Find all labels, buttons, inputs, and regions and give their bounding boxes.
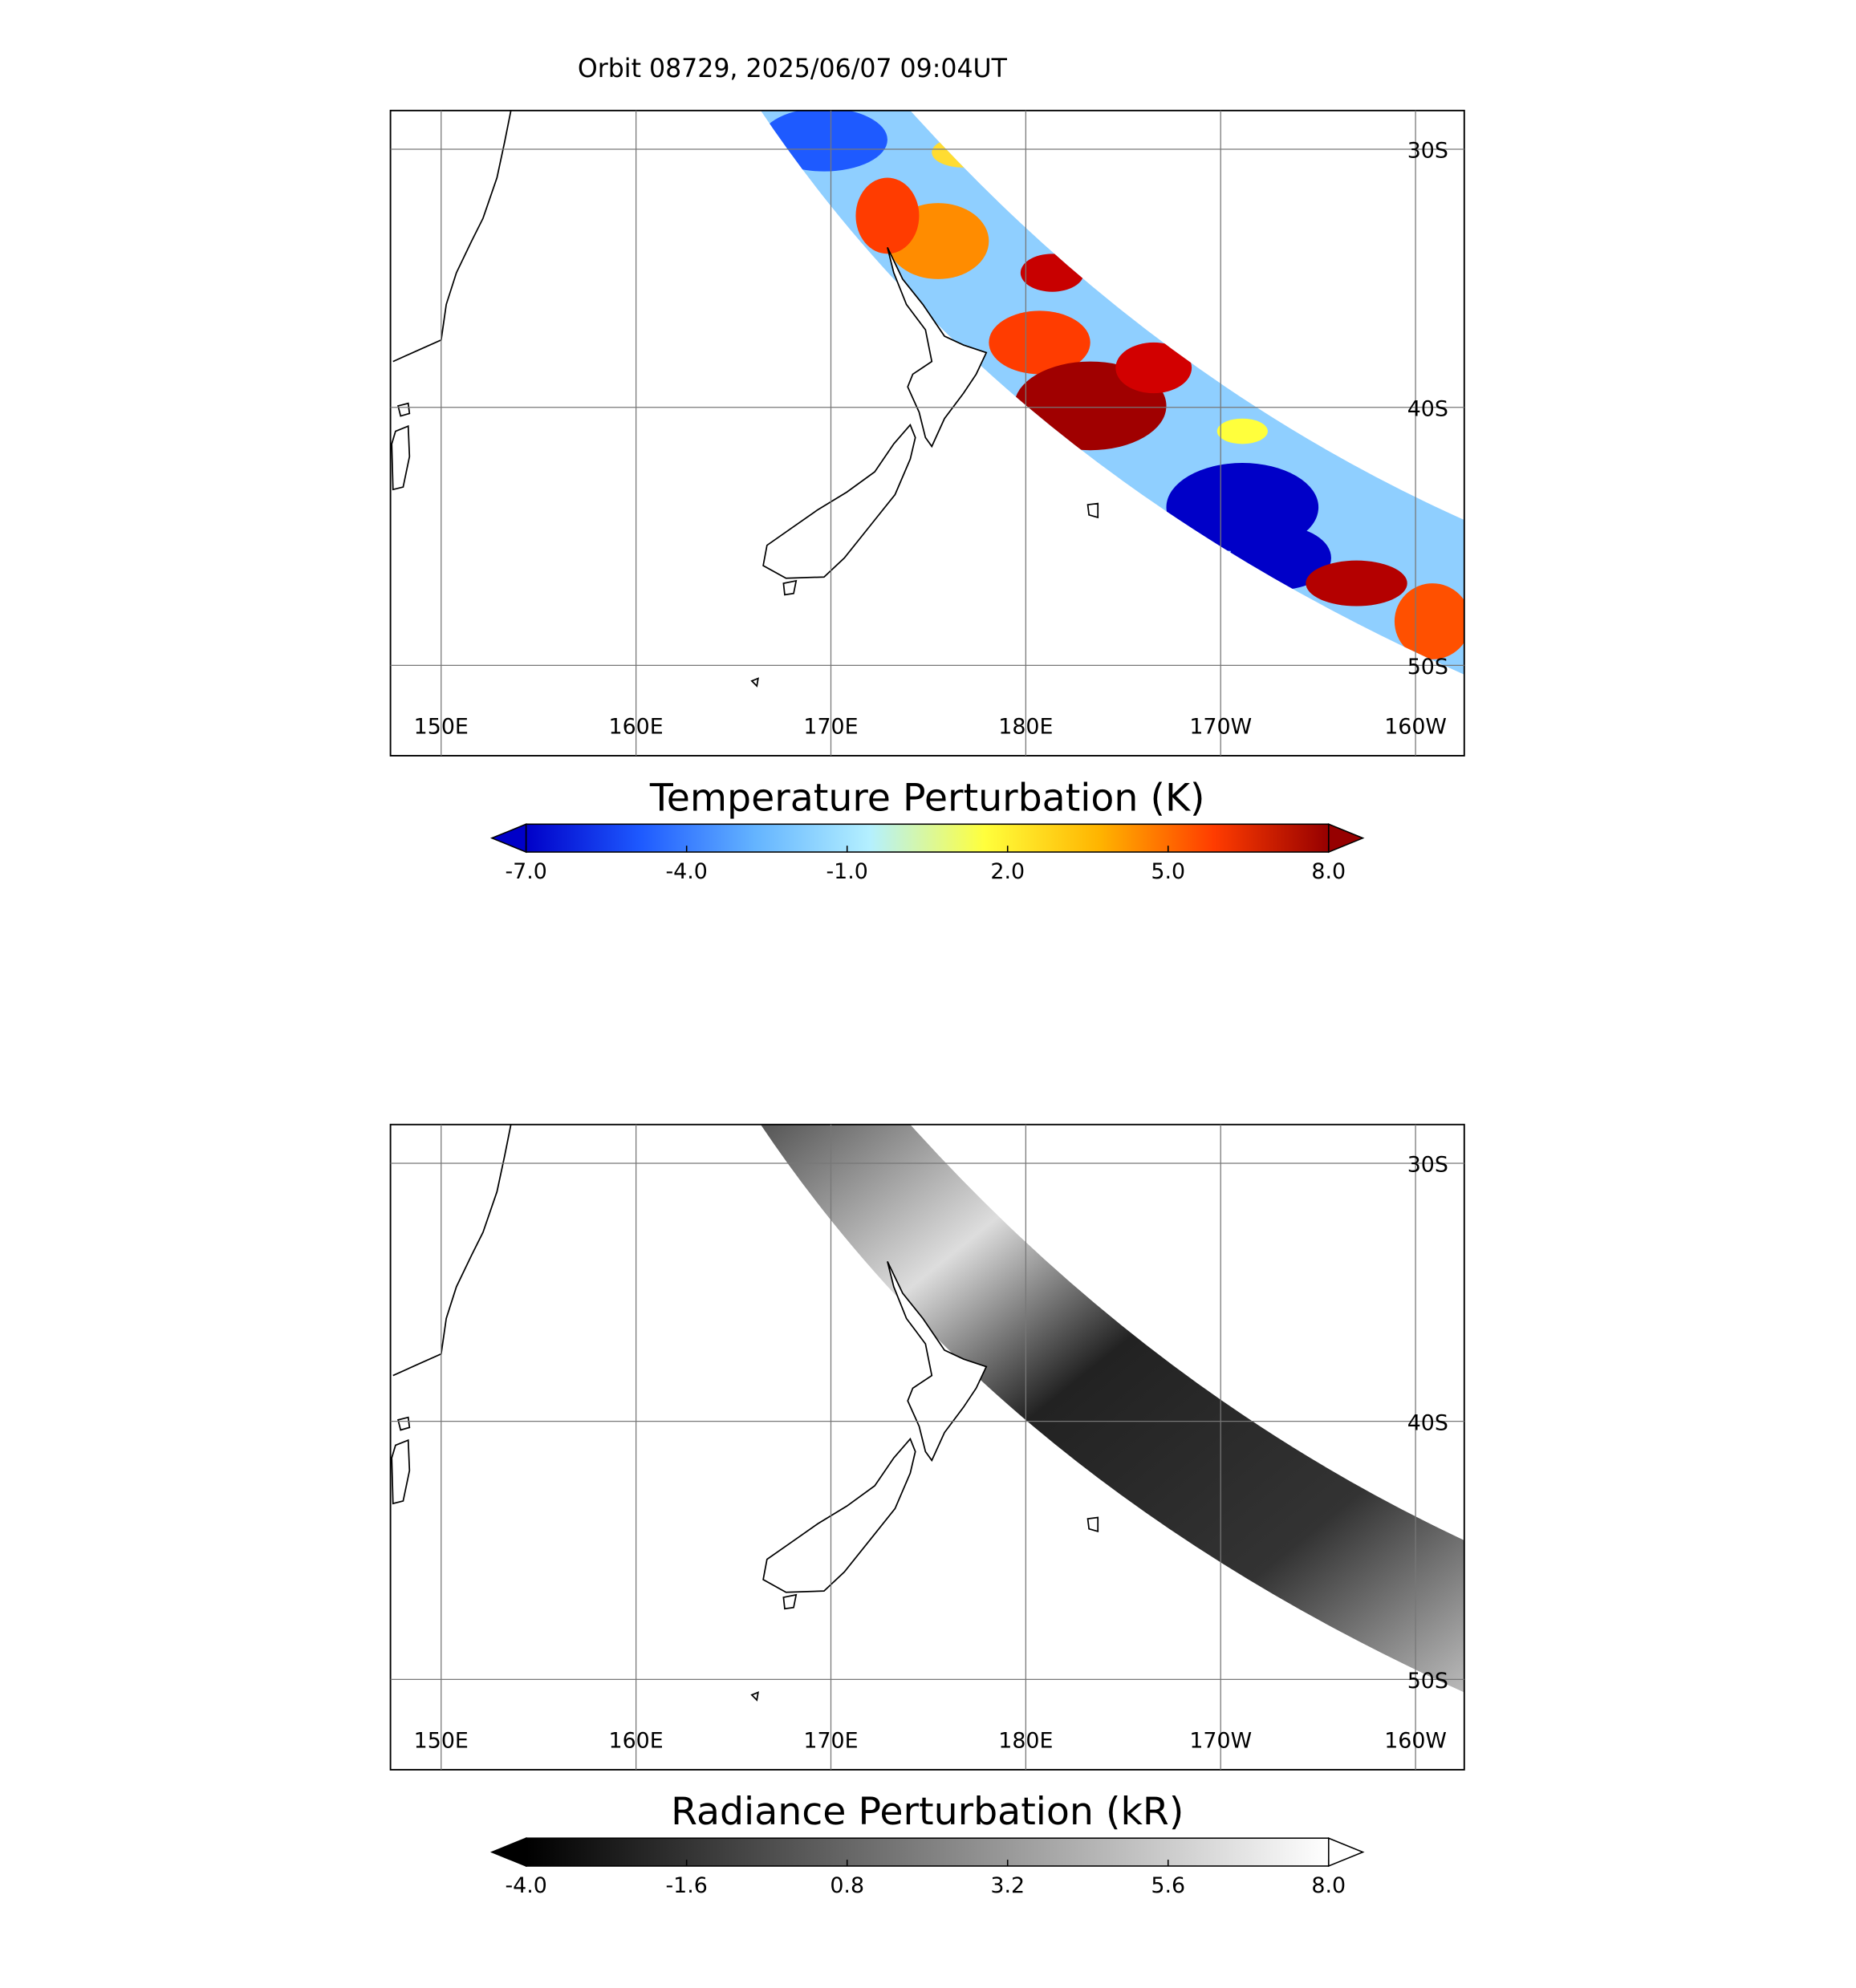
figure-title: Orbit 08729, 2025/06/07 09:04UT	[578, 55, 1008, 83]
colorbar-arrow-low	[489, 1837, 527, 1868]
colorbar-tick-label: 0.8	[830, 1873, 864, 1898]
lon-tick-label: 150E	[414, 715, 469, 740]
colorbar-tick-label: 2.0	[990, 859, 1025, 884]
colorbar	[525, 1837, 1330, 1867]
colorbar-arrow-high	[1327, 1837, 1365, 1868]
lat-tick-label: 40S	[1407, 1410, 1448, 1435]
radiance-swath	[760, 1124, 1464, 1693]
lon-tick-label: 170E	[803, 715, 858, 740]
lon-tick-label: 160W	[1384, 1729, 1447, 1754]
map-frame	[389, 109, 1465, 757]
colorbar-tick-label: 8.0	[1311, 1873, 1346, 1898]
colorbar-tick-label: 5.0	[1151, 859, 1185, 884]
lat-tick-label: 50S	[1407, 655, 1448, 680]
colorbar-tick-label: -7.0	[505, 859, 546, 884]
lon-tick-label: 170E	[803, 1729, 858, 1754]
colorbar-tick-label: -1.0	[826, 859, 868, 884]
lon-tick-label: 180E	[998, 715, 1053, 740]
colorbar-tick-label: -4.0	[505, 1873, 546, 1898]
temperature-swath	[760, 110, 1464, 675]
colorbar-tick-label: -1.6	[665, 1873, 707, 1898]
lon-tick-label: 180E	[998, 1729, 1053, 1754]
lat-tick-label: 30S	[1407, 139, 1448, 164]
map-frame	[389, 1123, 1465, 1771]
lat-tick-label: 30S	[1407, 1153, 1448, 1178]
lon-tick-label: 160E	[609, 1729, 664, 1754]
colorbar	[525, 823, 1330, 853]
colorbar-tick-label: 3.2	[990, 1873, 1025, 1898]
colorbar-tick-label: -4.0	[665, 859, 707, 884]
lon-tick-label: 160E	[609, 715, 664, 740]
lat-tick-label: 40S	[1407, 396, 1448, 421]
lon-tick-label: 160W	[1384, 715, 1447, 740]
colorbar-arrow-high	[1327, 823, 1365, 854]
colorbar-title: Radiance Perturbation (kR)	[671, 1790, 1184, 1834]
colorbar-tick-label: 5.6	[1151, 1873, 1185, 1898]
lon-tick-label: 150E	[414, 1729, 469, 1754]
lon-tick-label: 170W	[1189, 1729, 1252, 1754]
colorbar-tick-label: 8.0	[1311, 859, 1346, 884]
lat-tick-label: 50S	[1407, 1669, 1448, 1694]
colorbar-title: Temperature Perturbation (K)	[649, 776, 1205, 820]
colorbar-arrow-low	[489, 823, 527, 854]
lon-tick-label: 170W	[1189, 715, 1252, 740]
